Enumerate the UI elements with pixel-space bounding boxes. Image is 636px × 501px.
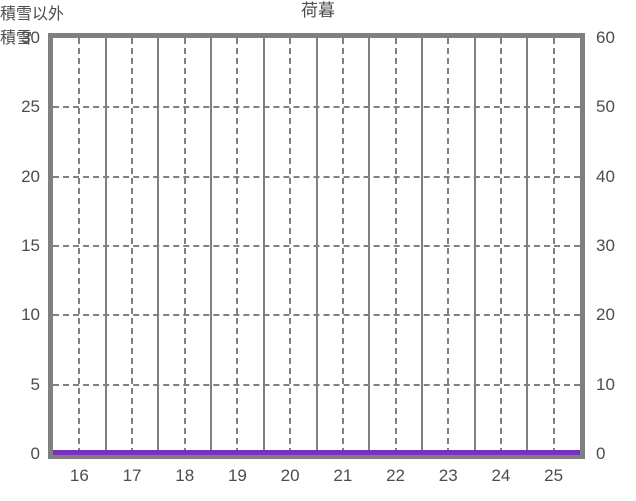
y-axis-right-tick-label: 20 xyxy=(596,305,615,325)
x-axis-tick-label: 21 xyxy=(333,466,353,485)
y-axis-left-tick-label: 0 xyxy=(30,444,40,463)
y-axis-left-tick-label: 5 xyxy=(30,374,40,394)
grid-line-horizontal xyxy=(53,245,580,247)
y-axis-right-tick-label: 10 xyxy=(596,374,615,394)
x-axis-tick-label: 25 xyxy=(544,466,564,485)
x-axis-tick-label: 19 xyxy=(227,466,247,485)
series-line-0 xyxy=(53,450,580,455)
grid-line-horizontal xyxy=(53,175,580,178)
grid-line-horizontal xyxy=(53,106,580,109)
y-axis-left-tick-label: 10 xyxy=(21,305,40,325)
plot-area xyxy=(48,33,585,459)
y-axis-left-tick-label: 25 xyxy=(21,97,40,117)
x-axis-tick-label: 24 xyxy=(491,466,511,485)
x-axis-tick-label: 17 xyxy=(122,466,142,485)
plot-inner xyxy=(53,38,580,455)
x-axis-tick-label: 18 xyxy=(175,466,195,485)
grid-line-horizontal xyxy=(53,383,580,386)
y-axis-left-tick-label: 30 xyxy=(21,28,40,47)
y-axis-right-tick-label: 60 xyxy=(596,28,615,47)
y-axis-right-tick-label: 40 xyxy=(596,166,615,186)
y-axis-right-tick-label: 30 xyxy=(596,236,615,255)
chart-title: 荷暮 xyxy=(301,1,335,20)
y-axis-left-tick-label: 15 xyxy=(21,236,40,255)
y-axis-right-tick-label: 50 xyxy=(596,97,615,117)
grid-line-horizontal xyxy=(53,314,580,317)
x-axis-tick-label: 16 xyxy=(69,466,89,485)
x-axis-tick-label: 23 xyxy=(438,466,458,485)
y-axis-right-tick-label: 0 xyxy=(596,444,606,463)
right-axis-header: 積雪 xyxy=(0,30,33,47)
x-axis-tick-label: 22 xyxy=(386,466,406,485)
left-axis-header: 積雪以外 xyxy=(0,6,65,23)
y-axis-left-tick-label: 20 xyxy=(21,166,40,186)
x-axis-tick-label: 20 xyxy=(280,466,300,485)
